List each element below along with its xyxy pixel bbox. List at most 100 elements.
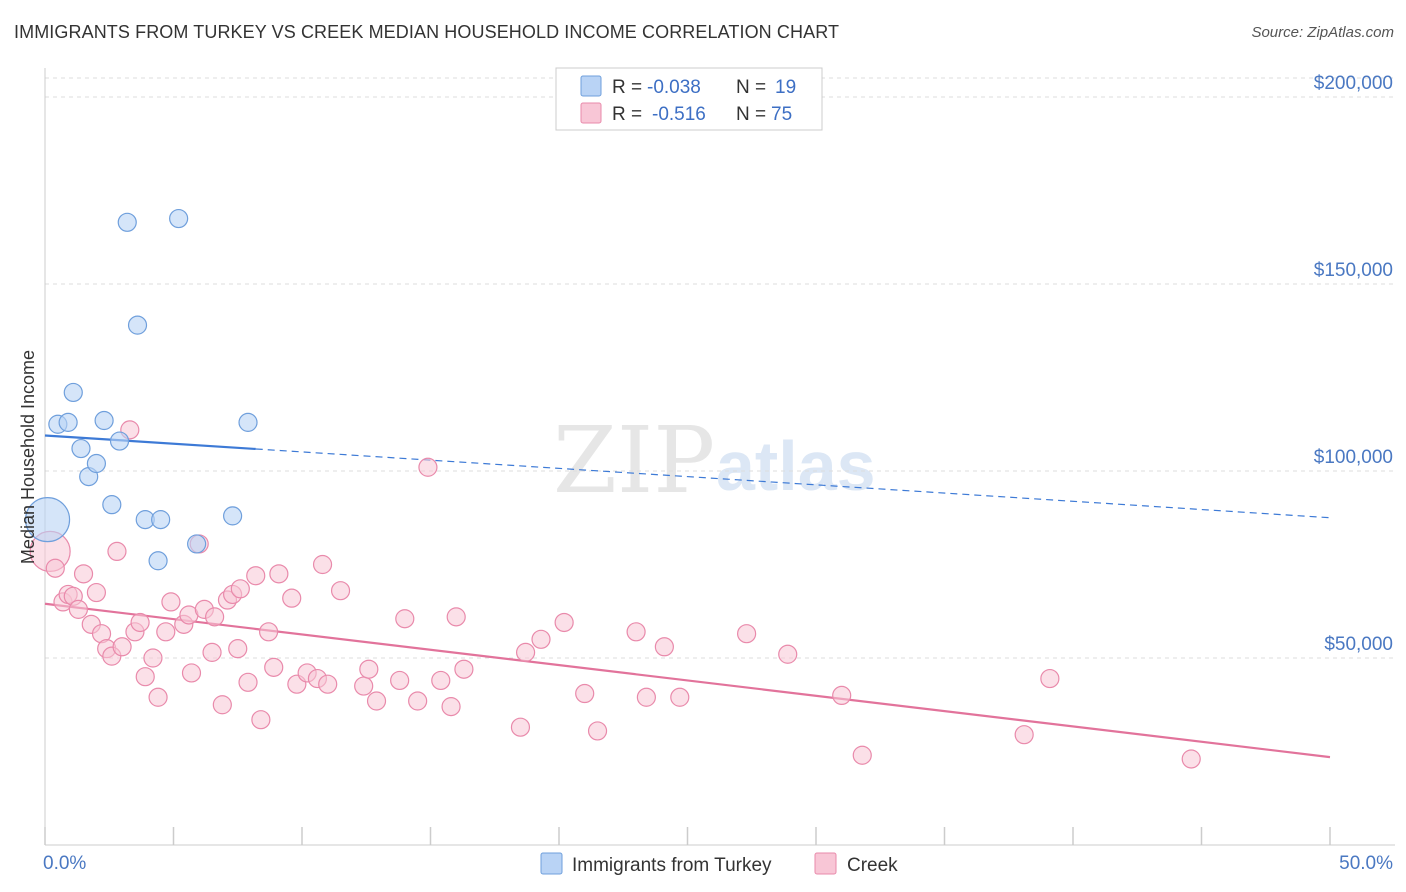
creek-point <box>205 607 225 627</box>
creek-point <box>282 588 302 608</box>
creek-point <box>446 607 466 627</box>
turkey-point <box>63 382 83 403</box>
legend-n-value-creek: 75 <box>771 104 792 125</box>
creek-point <box>251 710 271 730</box>
creek-point <box>161 592 181 612</box>
creek-point <box>202 642 222 662</box>
legend-r-value-creek: -0.516 <box>652 104 706 125</box>
legend-n-value-turkey: 19 <box>775 77 796 98</box>
creek-point <box>359 659 379 679</box>
axes <box>44 68 1395 846</box>
creek-point <box>330 581 351 601</box>
creek-point <box>148 687 168 707</box>
creek-point <box>587 721 608 741</box>
legend-r-value-turkey: -0.038 <box>647 77 701 98</box>
turkey-point <box>223 506 243 526</box>
bottom-legend-label-creek: Creek <box>847 855 898 876</box>
y-tick-label: $200,000 <box>1314 73 1393 94</box>
creek-point <box>130 612 150 633</box>
turkey-point <box>24 497 71 543</box>
y-tick-label: $100,000 <box>1314 447 1393 468</box>
x-tick-label: 0.0% <box>43 853 86 874</box>
bottom-legend-swatch-creek <box>814 852 837 875</box>
creek-point <box>737 624 757 644</box>
creek-point <box>112 637 132 657</box>
stats-legend: R = -0.038 N = 19 R = -0.516 N = 75 <box>555 67 823 131</box>
creek-point <box>258 622 279 642</box>
turkey-point <box>169 208 189 229</box>
creek-point <box>554 612 574 633</box>
trend-line-turkey <box>44 434 256 451</box>
legend-n-label-creek: N = <box>736 104 766 125</box>
creek-point <box>431 670 451 691</box>
creek-point <box>441 697 461 717</box>
y-axis-title: Median Household Income <box>18 350 38 564</box>
creek-point <box>312 554 333 575</box>
creek-point <box>135 667 155 687</box>
x-tick-label: 50.0% <box>1339 853 1393 874</box>
creek-point <box>228 639 248 659</box>
turkey-point <box>86 453 107 474</box>
creek-point <box>852 745 872 765</box>
turkey-point <box>117 212 137 232</box>
creek-point <box>531 629 551 649</box>
legend-swatch-turkey <box>580 75 602 97</box>
turkey-point <box>127 315 148 335</box>
legend-r-label-creek: R = <box>612 104 642 125</box>
creek-point <box>636 687 656 707</box>
creek-point <box>354 676 374 696</box>
creek-point <box>107 541 127 562</box>
creek-point <box>418 457 438 477</box>
creek-point <box>454 659 474 679</box>
bottom-legend-swatch-turkey <box>540 852 563 875</box>
creek-point <box>395 609 415 629</box>
creek-point <box>626 622 646 642</box>
creek-point <box>264 657 284 677</box>
creek-point <box>515 642 536 662</box>
trend-line-creek <box>44 602 1331 759</box>
creek-point <box>156 622 176 642</box>
series-legend: Immigrants from Turkey Creek <box>540 852 898 876</box>
creek-point <box>390 670 410 691</box>
creek-point <box>670 687 690 707</box>
turkey-point <box>109 431 130 451</box>
creek-point <box>269 564 289 584</box>
bottom-legend-label-turkey: Immigrants from Turkey <box>572 855 772 876</box>
creek-point <box>181 663 202 683</box>
creek-point <box>1014 725 1034 745</box>
creek-point <box>86 582 107 603</box>
creek-point <box>45 558 65 578</box>
turkey-point <box>148 551 168 571</box>
creek-point <box>832 685 852 706</box>
creek-point <box>212 695 232 715</box>
creek-point <box>408 691 428 711</box>
y-tick-label: $50,000 <box>1324 634 1393 655</box>
turkey-point <box>238 412 258 432</box>
turkey-point <box>102 495 122 515</box>
source-label: Source: ZipAtlas.com <box>1251 24 1394 41</box>
creek-point <box>510 717 531 737</box>
turkey-point <box>151 510 171 530</box>
turkey-point <box>187 534 207 554</box>
data-points <box>24 208 1201 769</box>
legend-n-label-turkey: N = <box>736 77 766 98</box>
creek-point <box>246 566 266 586</box>
watermark-zip: ZIP <box>553 407 715 514</box>
turkey-point <box>94 410 114 431</box>
chart-title: IMMIGRANTS FROM TURKEY VS CREEK MEDIAN H… <box>14 22 840 42</box>
legend-swatch-creek <box>580 102 602 124</box>
creek-point <box>366 691 387 711</box>
creek-point <box>143 648 163 668</box>
creek-point <box>73 564 94 584</box>
creek-point <box>575 683 595 704</box>
turkey-point <box>58 412 78 432</box>
turkey-point <box>71 438 91 459</box>
tick-labels: $50,000 $100,000 $150,000 $200,000 0.0% 50.0% <box>43 73 1393 874</box>
y-tick-label: $150,000 <box>1314 260 1393 281</box>
legend-r-label-turkey: R = <box>612 77 642 98</box>
creek-point <box>1181 749 1201 769</box>
creek-point <box>778 644 798 664</box>
creek-point <box>238 672 258 692</box>
creek-point <box>68 599 89 619</box>
